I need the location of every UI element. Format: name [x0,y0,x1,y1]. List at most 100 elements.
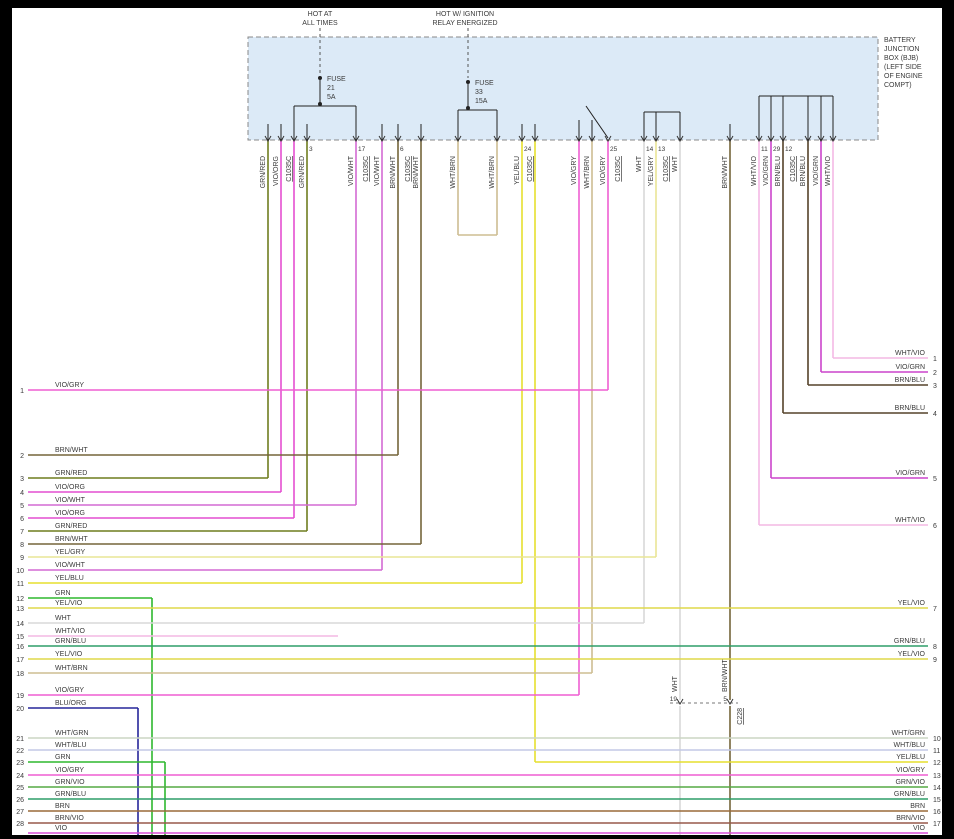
left-row-label: GRN/BLU [55,791,86,798]
left-row-number: 23 [16,760,24,767]
wire-color-label: BRN/WHT [722,155,729,188]
fuse-label: 15A [475,98,488,105]
right-row-label: YEL/VIO [898,651,926,658]
right-row-number: 15 [933,797,941,804]
pin-number: 29 [773,146,781,153]
right-row-label: VIO/GRN [895,470,925,477]
left-row-number: 2 [20,453,24,460]
wire-color-label: VIO/GRN [813,156,820,186]
left-row-number: 1 [20,388,24,395]
connector-chevron-icon [417,135,425,142]
bjb-box-label: BOX (BJB) [884,55,918,62]
wire-color-label: WHT [636,155,643,172]
left-row-label: BRN/WHT [55,536,88,543]
wire-color-label: WHT/BRN [584,156,591,189]
right-row-label: GRN/BLU [894,791,925,798]
power-feed-label: RELAY ENERGIZED [432,20,497,27]
fuse-terminal-dot [318,76,322,80]
left-row-number: 3 [20,476,24,483]
right-row-number: 1 [933,356,937,363]
connector-chevron-icon [676,135,684,142]
left-row-label: VIO/ORG [55,510,85,517]
left-row-label: YEL/VIO [55,651,83,658]
left-row-label: VIO/WHT [55,497,86,504]
connector-chevron-icon [378,135,386,142]
power-feed-label: HOT AT [308,11,333,18]
right-row-number: 17 [933,821,941,828]
frame-bottom [0,835,954,839]
left-row-label: VIO/GRY [55,382,84,389]
right-row-number: 9 [933,657,937,664]
right-row-label: VIO [913,825,926,832]
connector-chevron-icon [290,135,298,142]
right-row-number: 5 [933,476,937,483]
left-row-number: 21 [16,736,24,743]
left-row-label: WHT/GRN [55,730,88,737]
connector-chevron-icon [640,135,648,142]
connector-label: C1035C [286,156,293,182]
connector-label: C1035C [790,156,797,182]
left-row-number: 16 [16,644,24,651]
left-row-label: YEL/BLU [55,575,84,582]
wire-color-label: WHT/VIO [751,155,758,185]
connector-chevron-icon [829,135,837,142]
right-row-number: 3 [933,383,937,390]
left-row-label: BRN [55,803,70,810]
right-row-number: 6 [933,523,937,530]
pin-number: 3 [309,146,313,153]
fuse-label: FUSE [475,80,494,87]
wire-color-label: VIO/ORG [273,156,280,186]
connector-chevron-icon [352,135,360,142]
left-row-number: 10 [16,568,24,575]
wire-color-label: VIO/WHT [374,155,381,186]
left-row-number: 9 [20,555,24,562]
left-row-label: WHT/VIO [55,628,85,635]
wire-color-label: BRN/WHT [390,155,397,188]
left-row-label: VIO/GRY [55,767,84,774]
fuse-terminal-dot [466,80,470,84]
bjb-box-label: COMPT) [884,82,912,89]
right-row-label: YEL/BLU [896,754,925,761]
left-row-label: VIO/WHT [55,562,86,569]
left-row-number: 26 [16,797,24,804]
wire-color-label: WHT [672,675,679,692]
connector-label: C1035C [527,156,534,182]
left-row-number: 7 [20,529,24,536]
connector-label: C1035C [363,156,370,182]
left-row-number: 14 [16,621,24,628]
bjb-internal-wire [585,105,609,139]
right-row-number: 4 [933,411,937,418]
left-row-number: 6 [20,516,24,523]
fuse-label: 5A [327,94,336,101]
connector-chevron-icon [652,135,660,142]
connector-chevron-icon [604,135,612,142]
left-row-number: 28 [16,821,24,828]
connector-chevron-icon [726,698,734,705]
right-row-label: WHT/BLU [894,742,926,749]
connector-chevron-icon [394,135,402,142]
left-row-label: YEL/VIO [55,600,83,607]
right-row-label: BRN/BLU [895,405,925,412]
right-row-number: 8 [933,644,937,651]
left-row-label: WHT [55,615,72,622]
left-row-label: GRN/BLU [55,638,86,645]
left-row-label: VIO/GRY [55,687,84,694]
pin-number: 24 [524,146,532,153]
power-feed-label: ALL TIMES [302,20,338,27]
left-row-label: GRN [55,590,71,597]
connector-label: C1035C [663,156,670,182]
left-row-label: WHT/BRN [55,665,88,672]
left-row-number: 11 [17,581,24,588]
connector-chevron-icon [779,135,787,142]
connector-chevron-icon [726,135,734,142]
frame-left [0,0,12,839]
left-row-number: 18 [16,671,24,678]
connector-chevron-icon [518,135,526,142]
left-row-label: GRN [55,754,71,761]
bjb-box-label: BATTERY [884,37,916,44]
right-row-label: BRN [910,803,925,810]
pin-number: 19 [670,696,678,703]
frame-right [942,0,954,839]
wire-color-label: WHT/BRN [489,156,496,189]
